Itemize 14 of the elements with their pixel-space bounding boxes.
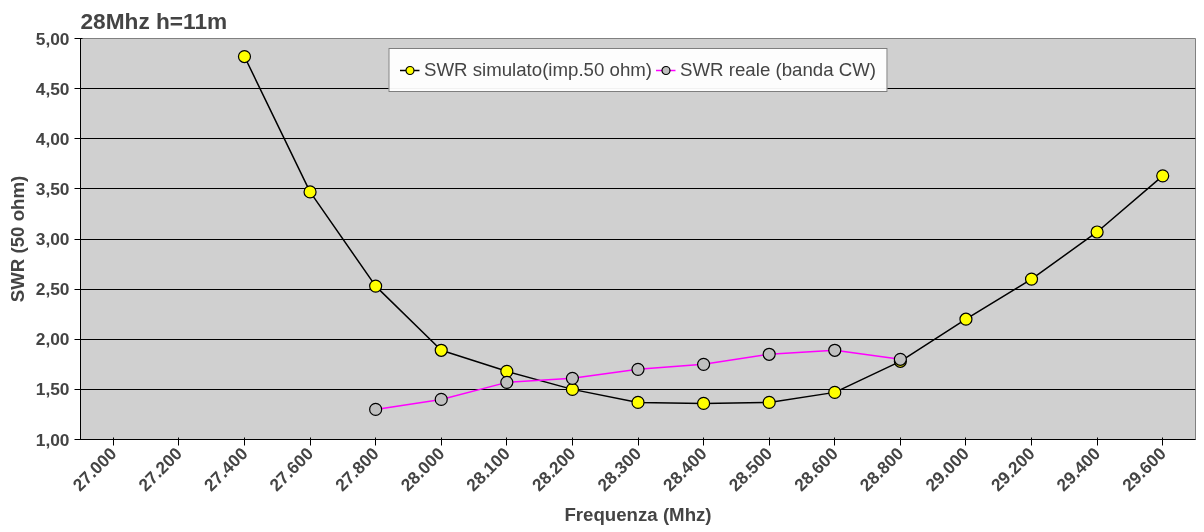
- legend-label: SWR reale (banda CW): [680, 59, 877, 81]
- y-tick-label: 1,00: [35, 429, 70, 450]
- y-axis-title: SWR (50 ohm): [6, 175, 28, 303]
- y-tick-label: 4,50: [35, 78, 70, 99]
- y-tick-label: 2,50: [35, 279, 70, 300]
- y-tick-label: 5,00: [35, 28, 70, 49]
- y-tick-label: 4,00: [35, 128, 70, 149]
- y-tick-label: 2,00: [35, 329, 70, 350]
- y-tick-label: 3,00: [35, 229, 70, 249]
- y-tick-label: 3,50: [35, 178, 70, 199]
- legend-label: SWR simulato(imp.50 ohm): [423, 59, 653, 81]
- x-axis-title: Frequenza (Mhz): [564, 504, 712, 526]
- y-tick-label: 1,50: [35, 379, 70, 400]
- chart-title: 28Mhz h=11m: [80, 7, 228, 34]
